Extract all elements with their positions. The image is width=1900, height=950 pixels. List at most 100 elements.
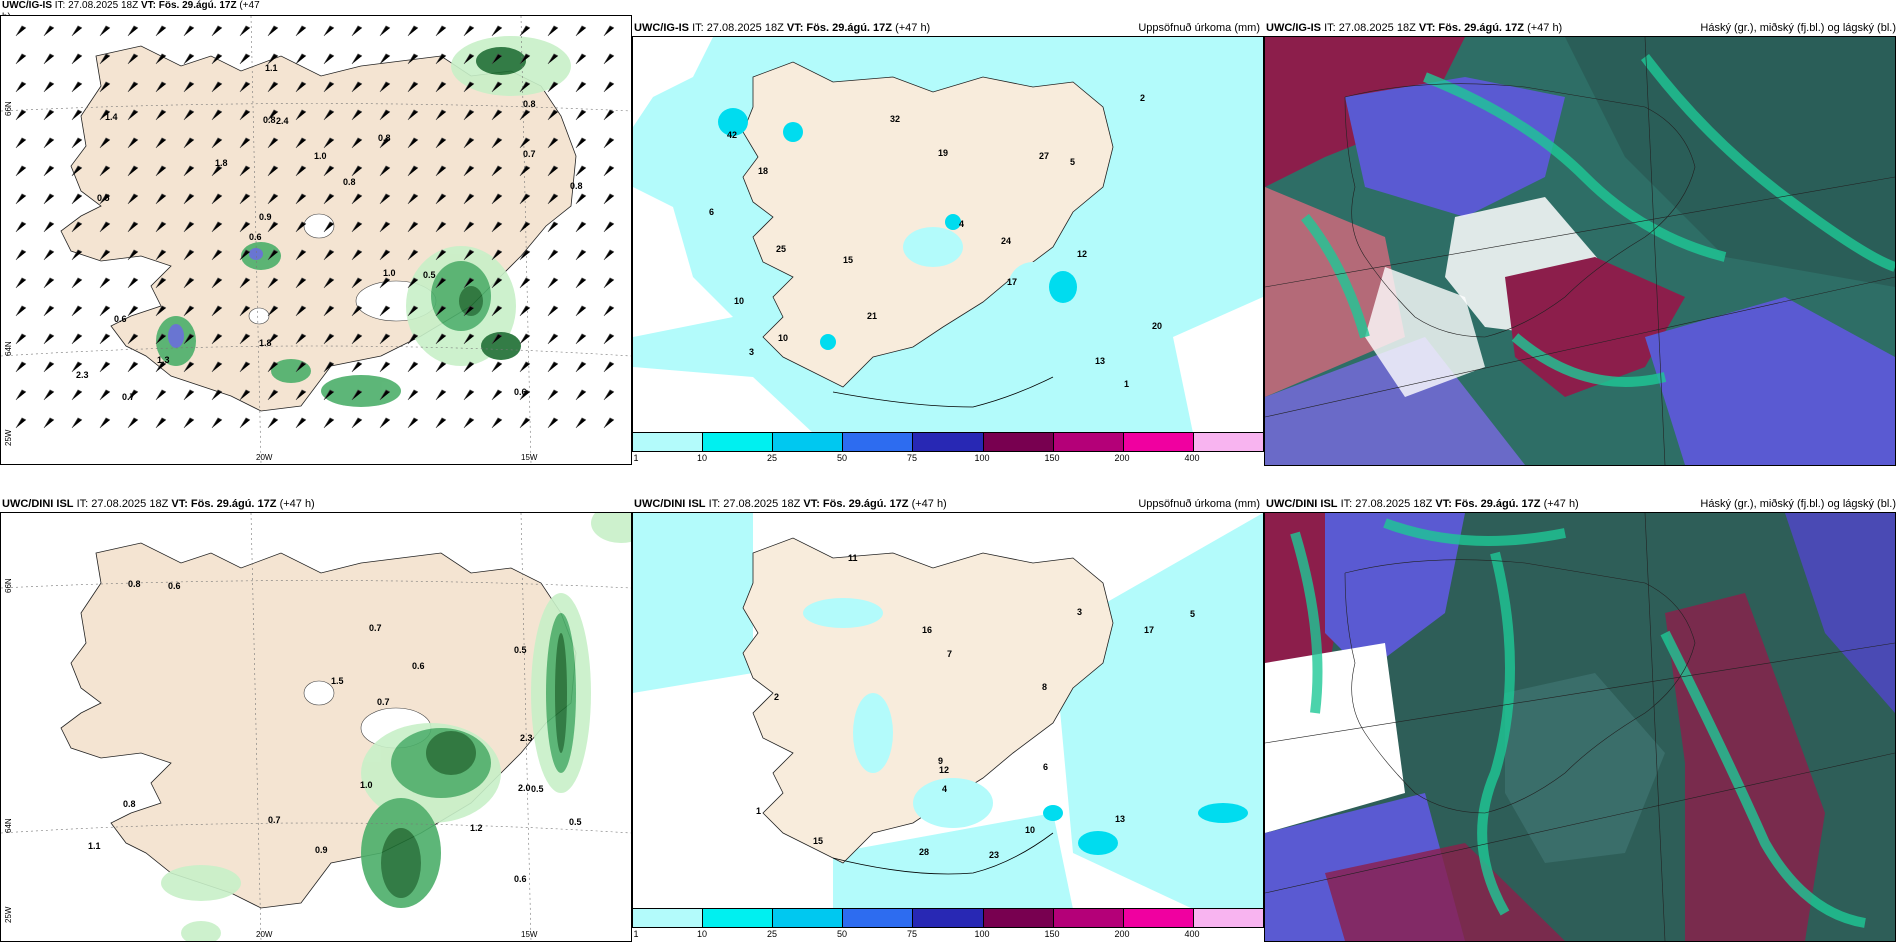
wind-barb bbox=[351, 137, 363, 149]
wind-barb bbox=[99, 389, 111, 401]
wind-barb bbox=[407, 137, 419, 149]
value-label: 0.5 bbox=[97, 193, 110, 203]
wind-barb bbox=[71, 249, 83, 261]
wind-barb bbox=[295, 25, 307, 37]
wind-barb bbox=[43, 137, 55, 149]
wind-barb bbox=[519, 81, 531, 93]
wind-barb bbox=[295, 333, 307, 345]
wind-barb bbox=[15, 109, 27, 121]
value-label: 0.7 bbox=[122, 392, 135, 402]
wind-barb bbox=[43, 361, 55, 373]
value-label: 0.8 bbox=[570, 181, 583, 191]
valid-time: VT: Fös. 29.ágú. 17Z bbox=[1418, 22, 1524, 34]
wind-barb bbox=[155, 193, 167, 205]
wind-barb bbox=[323, 333, 335, 345]
wind-barb bbox=[351, 221, 363, 233]
map-wind-precip[interactable]: 0.6 0.5 0.8 0.6 0.8 0.7 0.8 1.0 0.6 1.8 2.3 1.3 2.4 0… bbox=[0, 15, 632, 465]
wind-barb bbox=[211, 389, 223, 401]
wind-barb bbox=[351, 53, 363, 65]
wind-barb bbox=[435, 109, 447, 121]
wind-barb bbox=[71, 81, 83, 93]
wind-barb bbox=[379, 25, 391, 37]
wind-barb bbox=[519, 277, 531, 289]
wind-barb bbox=[519, 249, 531, 261]
map-clouds[interactable] bbox=[1264, 36, 1896, 466]
wind-barb bbox=[267, 417, 279, 429]
wind-barb bbox=[407, 305, 419, 317]
wind-barb bbox=[99, 333, 111, 345]
wind-barb bbox=[463, 361, 475, 373]
lon-label-20w: 20W bbox=[256, 930, 273, 939]
valid-time: VT: Fös. 29.ágú. 17Z bbox=[171, 498, 277, 510]
wind-barb bbox=[323, 361, 335, 373]
panel-title: UWC/DINI ISL IT: 27.08.2025 18Z VT: Fös.… bbox=[634, 496, 1262, 512]
wind-barb bbox=[575, 53, 587, 65]
wind-barb bbox=[463, 53, 475, 65]
legend-tick-label: 25 bbox=[766, 453, 777, 463]
value-label: 2 bbox=[1140, 93, 1145, 103]
wind-barb bbox=[435, 81, 447, 93]
value-label: 0.5 bbox=[423, 270, 436, 280]
valid-time: VT: Fös. 29.ágú. 17Z bbox=[140, 0, 237, 11]
wind-barb bbox=[603, 249, 615, 261]
map-wind-precip[interactable]: 0.8 0.7 2.0 0.5 0.7 1.2 1.5 0.6 0.5 1.1 0.6 1.0 2.3 0… bbox=[0, 512, 632, 942]
wind-barb bbox=[99, 137, 111, 149]
legend-swatch bbox=[843, 433, 914, 451]
model-name: UWC/DINI ISL bbox=[2, 498, 74, 510]
value-label: 0.8 bbox=[523, 99, 536, 109]
wind-barb bbox=[43, 305, 55, 317]
map-clouds[interactable] bbox=[1264, 512, 1896, 942]
wind-barb bbox=[211, 221, 223, 233]
wind-barb bbox=[267, 361, 279, 373]
wind-barb bbox=[183, 165, 195, 177]
legend-swatch bbox=[1053, 433, 1124, 451]
wind-barb bbox=[155, 109, 167, 121]
wind-barb bbox=[463, 249, 475, 261]
precip-legend bbox=[632, 908, 1264, 928]
value-label: 0.8 bbox=[343, 177, 356, 187]
wind-barb bbox=[183, 417, 195, 429]
lead-time: (+47 bbox=[239, 0, 260, 11]
panel-top-middle: UWC/IG-IS IT: 27.08.2025 18Z VT: Fös. 29… bbox=[632, 0, 1264, 466]
value-label: 18 bbox=[758, 166, 768, 176]
wind-barb bbox=[127, 165, 139, 177]
map-precip[interactable]: 1 25 17 42 20 18 10 15 5 19 27 13 21 32 24 10 12 4 6 3 2 bbox=[632, 36, 1264, 434]
lon-label-15w: 15W bbox=[521, 453, 538, 462]
wind-barb bbox=[603, 277, 615, 289]
wind-barb bbox=[71, 277, 83, 289]
lead-time: (+47 h) bbox=[1527, 22, 1563, 34]
wind-barb bbox=[491, 221, 503, 233]
wind-barb bbox=[435, 361, 447, 373]
map-precip[interactable]: 2 11 7 3 4 5 16 17 28 23 13 15 9 10 8 12 6 1 bbox=[632, 512, 1264, 910]
value-label: 7 bbox=[947, 649, 952, 659]
wind-barb bbox=[211, 25, 223, 37]
wind-barb bbox=[351, 249, 363, 261]
wind-barb bbox=[519, 221, 531, 233]
legend-swatch bbox=[983, 433, 1054, 451]
value-label: 0.9 bbox=[315, 845, 328, 855]
wind-barb bbox=[99, 25, 111, 37]
value-label: 0.6 bbox=[514, 874, 527, 884]
wind-barb bbox=[99, 277, 111, 289]
wind-barb bbox=[407, 389, 419, 401]
value-label: 6 bbox=[1043, 762, 1048, 772]
wind-barb bbox=[519, 333, 531, 345]
wind-barb bbox=[407, 109, 419, 121]
wind-barb bbox=[127, 109, 139, 121]
wind-barb bbox=[15, 305, 27, 317]
wind-barb bbox=[211, 53, 223, 65]
value-label: 28 bbox=[919, 847, 929, 857]
legend-swatch bbox=[1193, 909, 1263, 927]
model-name: UWC/IG-IS bbox=[1266, 22, 1321, 34]
wind-barb bbox=[575, 165, 587, 177]
value-label: 1.1 bbox=[265, 63, 278, 73]
wind-barb bbox=[351, 389, 363, 401]
panel-bottom-left: UWC/DINI ISL IT: 27.08.2025 18Z VT: Fös.… bbox=[0, 490, 632, 950]
wind-barb bbox=[323, 25, 335, 37]
wind-barb bbox=[351, 333, 363, 345]
wind-barb bbox=[379, 249, 391, 261]
wind-barb bbox=[379, 137, 391, 149]
precip-title: Uppsöfnuð úrkoma (mm) bbox=[1138, 22, 1260, 34]
wind-barb bbox=[407, 417, 419, 429]
legend-tick-label: 75 bbox=[906, 929, 917, 939]
